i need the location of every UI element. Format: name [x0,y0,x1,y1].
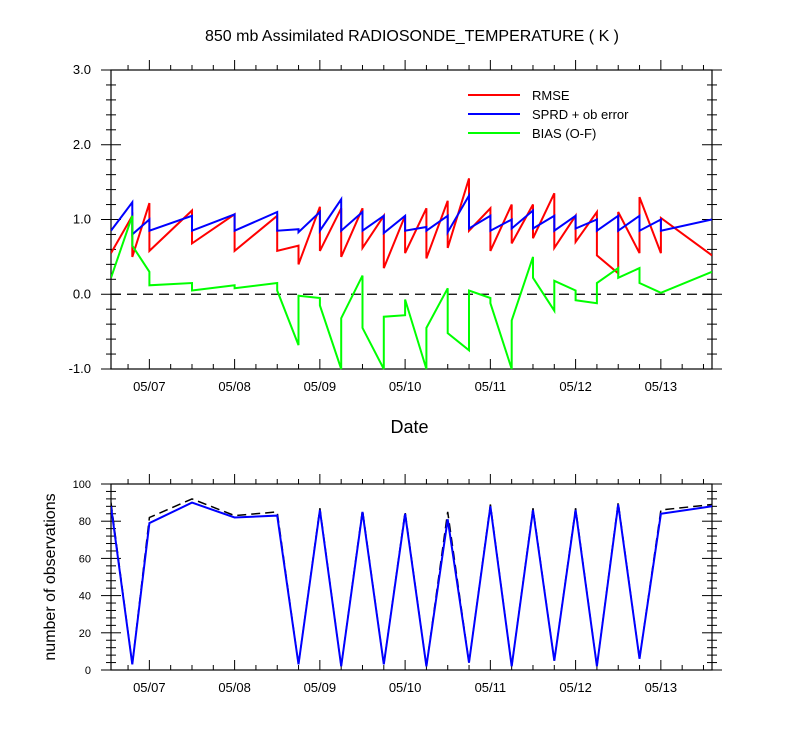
y-tick-label: -1.0 [69,361,91,376]
legend-label: RMSE [532,88,570,103]
x-tick-label: 05/08 [218,379,251,394]
y-tick-label: 80 [79,516,91,528]
series-line-observations-solid [111,501,712,667]
y-tick-label: 0.0 [73,286,91,301]
x-tick-label: 05/09 [304,680,337,695]
top-panel: 05/07 05/08 05/09 05/10 05/11 05/12 05/13 -1.0 0… [69,60,722,437]
y-tick-label: 40 [79,591,91,603]
x-tick-label: 05/07 [133,379,166,394]
plot-frame [110,483,713,671]
y-tick-label: 20 [79,628,91,640]
x-tick-label: 05/11 [475,379,507,394]
legend-label: BIAS (O-F) [532,126,596,141]
y-axis-label: number of observations [42,493,59,660]
x-tick-label: 05/13 [645,680,678,695]
y-tick-label: 2.0 [73,137,91,152]
x-tick-label: 05/13 [645,379,678,394]
x-tick-label: 05/11 [475,680,507,695]
legend-label: SPRD + ob error [532,107,629,122]
bottom-panel: 05/07 05/08 05/09 05/10 05/11 05/12 05/13 0 20 40… [42,474,722,695]
series-line-rmse [111,178,712,276]
x-tick-label: 05/10 [389,680,422,695]
x-tick-label: 05/07 [133,680,166,695]
x-tick-label: 05/08 [218,680,251,695]
series-line-sprd-ob-error [111,191,712,237]
y-tick-label: 100 [73,479,91,491]
series-line-bias-o-f [111,215,712,370]
y-tick-label: 3.0 [73,62,91,77]
chart-title: 850 mb Assimilated RADIOSONDE_TEMPERATUR… [205,28,619,45]
x-tick-label: 05/12 [559,680,592,695]
y-tick-label: 1.0 [73,212,91,227]
x-axis-label: Date [390,417,428,437]
y-tick-label: 0 [85,665,91,677]
x-tick-label: 05/12 [559,379,592,394]
x-tick-label: 05/09 [304,379,337,394]
y-tick-label: 60 [79,553,91,565]
x-tick-label: 05/10 [389,379,422,394]
